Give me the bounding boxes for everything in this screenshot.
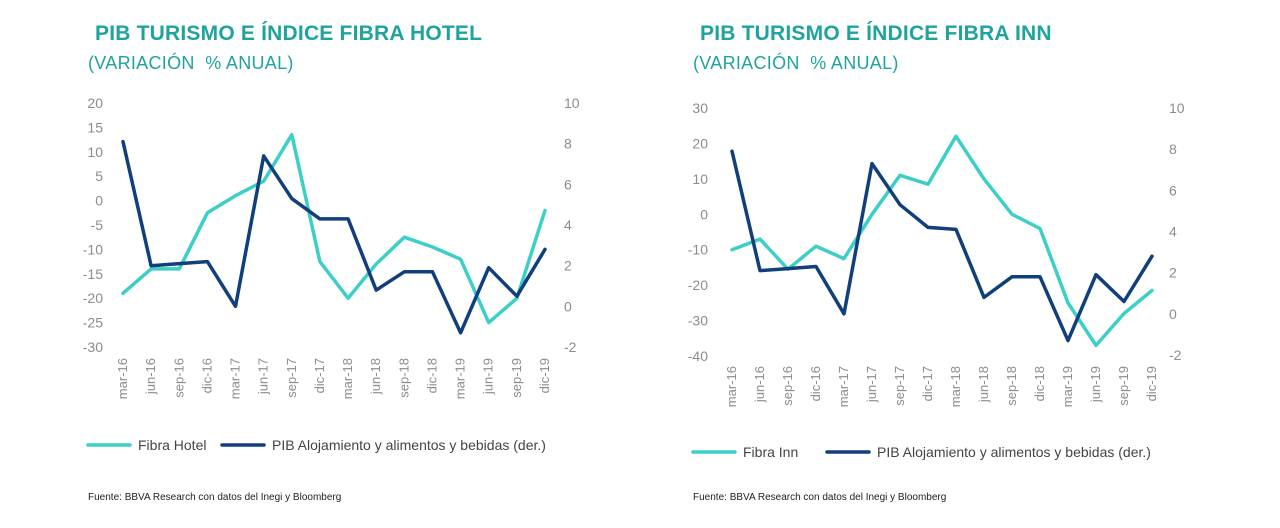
x-tick-label: dic-16	[808, 366, 823, 401]
y-right-tick-label: 6	[564, 176, 572, 192]
x-tick-label: sep-19	[1116, 366, 1131, 406]
y-left-tick-label: -10	[83, 241, 103, 257]
y-right-tick-label: 4	[1169, 224, 1177, 240]
y-right-tick-label: 8	[564, 136, 572, 152]
x-tick-label: mar-18	[340, 358, 355, 399]
y-right-tick-label: 10	[1169, 100, 1185, 116]
y-left-tick-label: 5	[95, 168, 103, 184]
x-tick-label: sep-17	[892, 366, 907, 406]
y-right-tick-label: 2	[564, 258, 572, 274]
y-left-tick-label: 15	[87, 119, 103, 135]
y-right-tick-label: 2	[1169, 265, 1177, 281]
y-left-tick-label: 30	[692, 100, 708, 116]
y-left-tick-label: 10	[692, 171, 708, 187]
y-right-tick-label: 6	[1169, 182, 1177, 198]
x-tick-label: dic-17	[312, 358, 327, 393]
y-left-tick-label: -20	[688, 277, 708, 293]
x-tick-label: dic-19	[1144, 366, 1159, 401]
chart-panel-fibra-inn: PIB TURISMO E ÍNDICE FIBRA INN (VARIACIÓ…	[605, 0, 1225, 528]
x-tick-label: jun-16	[752, 366, 767, 403]
chart-source: Fuente: BBVA Research con datos del Ineg…	[693, 492, 947, 503]
y-left-tick-label: -30	[688, 313, 708, 329]
x-tick-label: jun-17	[864, 366, 879, 403]
x-tick-label: mar-19	[453, 358, 468, 399]
y-right-tick-label: 8	[1169, 141, 1177, 157]
y-left-tick-label: 0	[95, 193, 103, 209]
x-tick-label: mar-16	[115, 358, 130, 399]
series-line-pib	[730, 149, 1154, 343]
y-left-tick-label: -25	[83, 315, 103, 331]
chart-panel-fibra-hotel: PIB TURISMO E ÍNDICE FIBRA HOTEL (VARIAC…	[0, 0, 620, 528]
legend-label: Fibra Inn	[743, 444, 798, 460]
y-left-tick-label: -15	[83, 266, 103, 282]
x-tick-label: dic-18	[1032, 366, 1047, 401]
y-right-tick-label: 10	[564, 95, 580, 111]
y-left-tick-label: -40	[688, 348, 708, 364]
y-left-tick-label: -20	[83, 290, 103, 306]
y-right-tick-label: 0	[1169, 306, 1177, 322]
series-line-fibra	[730, 134, 1154, 348]
x-tick-label: dic-19	[537, 358, 552, 393]
x-tick-label: mar-19	[1060, 366, 1075, 407]
x-tick-label: sep-16	[780, 366, 795, 406]
line-chart-fibra-hotel: 20151050-5-10-15-20-25-301086420-2mar-16…	[83, 95, 580, 453]
x-tick-label: sep-18	[1004, 366, 1019, 406]
y-right-tick-label: -2	[1169, 347, 1182, 363]
x-tick-label: mar-18	[948, 366, 963, 407]
legend-label: Fibra Hotel	[138, 437, 206, 453]
y-left-tick-label: -10	[688, 242, 708, 258]
x-tick-label: dic-18	[424, 358, 439, 393]
x-tick-label: jun-18	[368, 358, 383, 395]
legend-label: PIB Alojamiento y alimentos y bebidas (d…	[272, 437, 546, 453]
y-right-tick-label: 4	[564, 217, 572, 233]
x-tick-label: mar-16	[724, 366, 739, 407]
y-right-tick-label: -2	[564, 339, 577, 355]
x-tick-label: sep-16	[171, 358, 186, 398]
x-tick-label: jun-16	[143, 358, 158, 395]
x-tick-label: sep-19	[509, 358, 524, 398]
series-line-pib	[121, 139, 547, 335]
y-left-tick-label: 10	[87, 144, 103, 160]
x-tick-label: sep-17	[284, 358, 299, 398]
legend-label: PIB Alojamiento y alimentos y bebidas (d…	[877, 444, 1151, 460]
chart-title: PIB TURISMO E ÍNDICE FIBRA INN	[700, 22, 1052, 45]
y-left-tick-label: 20	[87, 95, 103, 111]
chart-title: PIB TURISMO E ÍNDICE FIBRA HOTEL	[95, 22, 483, 45]
x-tick-label: jun-18	[976, 366, 991, 403]
chart-subtitle: (VARIACIÓN % ANUAL)	[693, 53, 899, 73]
y-left-tick-label: -30	[83, 339, 103, 355]
x-tick-label: mar-17	[836, 366, 851, 407]
x-tick-label: jun-17	[256, 358, 271, 395]
x-tick-label: jun-19	[1088, 366, 1103, 403]
x-tick-label: mar-17	[228, 358, 243, 399]
series-line-fibra	[121, 132, 547, 325]
x-tick-label: sep-18	[396, 358, 411, 398]
y-right-tick-label: 0	[564, 298, 572, 314]
y-left-tick-label: -5	[91, 217, 104, 233]
y-left-tick-label: 20	[692, 135, 708, 151]
y-left-tick-label: 0	[700, 206, 708, 222]
x-tick-label: jun-19	[481, 358, 496, 395]
chart-source: Fuente: BBVA Research con datos del Ineg…	[88, 492, 342, 503]
x-tick-label: dic-16	[199, 358, 214, 393]
chart-subtitle: (VARIACIÓN % ANUAL)	[88, 53, 294, 73]
x-tick-label: dic-17	[920, 366, 935, 401]
